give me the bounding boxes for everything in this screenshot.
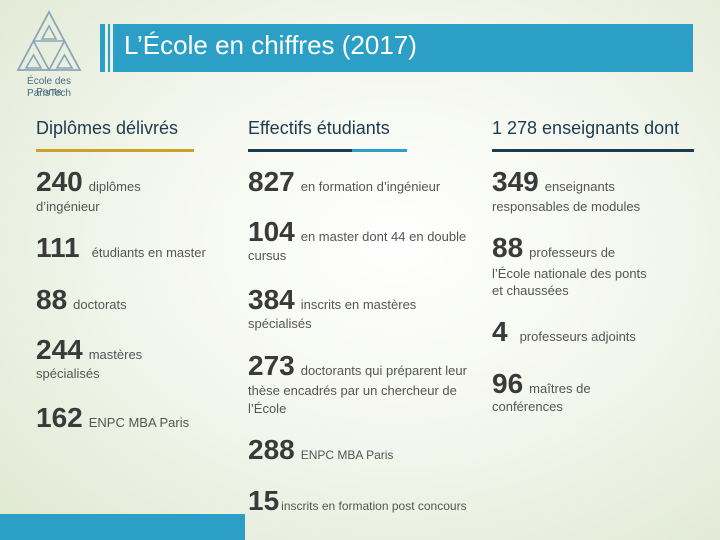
stat-text-continued: thèse encadrés par un chercheur de bbox=[248, 383, 457, 398]
column-heading-diplomes: Diplômes délivrés bbox=[36, 118, 179, 138]
stat-text: professeurs adjoints bbox=[519, 329, 636, 344]
stat-number: 88 bbox=[492, 232, 524, 263]
stat-entry: 244 mastères bbox=[36, 334, 142, 366]
stat-number: 288 bbox=[248, 434, 295, 465]
logo-text-line1: École des Ponts bbox=[27, 76, 71, 98]
stat-number: 15 bbox=[248, 485, 280, 516]
stat-entry: 827 en formation d’ingénieur bbox=[248, 166, 440, 198]
stat-number: 111 bbox=[36, 232, 80, 263]
stat-text: ENPC MBA Paris bbox=[300, 448, 394, 462]
stat-text-continued: spécialisés bbox=[248, 316, 312, 331]
stat-entry: 240 diplômes bbox=[36, 166, 141, 198]
column-heading-enseignants: 1 278 enseignants dont bbox=[492, 118, 680, 138]
stat-text: inscrits en mastères bbox=[300, 297, 417, 312]
stat-text-continued: spécialisés bbox=[36, 366, 100, 381]
stat-entry: 88 doctorats bbox=[36, 284, 127, 316]
stat-text: ENPC MBA Paris bbox=[88, 415, 190, 430]
stat-text-continued: l’École nationale des ponts bbox=[492, 266, 647, 281]
stat-number: 349 bbox=[492, 166, 539, 197]
stat-number: 240 bbox=[36, 166, 83, 197]
stat-number: 827 bbox=[248, 166, 295, 197]
stat-number: 384 bbox=[248, 284, 295, 315]
stat-text-continued: et chaussées bbox=[492, 283, 569, 298]
column-underline bbox=[248, 149, 352, 152]
column-underline-accent bbox=[352, 149, 407, 152]
stat-text-continued: cursus bbox=[248, 248, 287, 263]
stat-entry: 111 étudiants en master bbox=[36, 232, 206, 264]
stat-text-continued: d’ingénieur bbox=[36, 199, 100, 214]
stat-text: maîtres de bbox=[529, 381, 591, 396]
column-heading-effectifs: Effectifs étudiants bbox=[248, 118, 390, 138]
stat-number: 88 bbox=[36, 284, 68, 315]
stat-number: 96 bbox=[492, 368, 524, 399]
stat-text: inscrits en formation post concours bbox=[281, 499, 467, 513]
stat-number: 104 bbox=[248, 216, 295, 247]
logo-text-line2: ParisTech bbox=[27, 88, 71, 99]
stat-entry: 96 maîtres de bbox=[492, 368, 591, 400]
stat-text: doctorats bbox=[73, 297, 127, 312]
column-underline bbox=[36, 149, 194, 152]
stat-text-continued: responsables de modules bbox=[492, 199, 641, 214]
stat-number: 244 bbox=[36, 334, 83, 365]
stat-entry: 349 enseignants bbox=[492, 166, 615, 198]
pyramid-logo-icon bbox=[16, 10, 82, 71]
stat-text: diplômes bbox=[88, 179, 141, 194]
stat-number: 162 bbox=[36, 402, 83, 433]
stat-text: professeurs de bbox=[529, 245, 616, 260]
stat-text: étudiants en master bbox=[91, 245, 206, 260]
stat-text: en master dont 44 en double bbox=[300, 229, 467, 244]
title-banner bbox=[113, 24, 693, 72]
stat-entry: 273 doctorants qui préparent leur bbox=[248, 350, 467, 382]
stat-entry: 288 ENPC MBA Paris bbox=[248, 434, 393, 466]
stat-entry: 4 professeurs adjoints bbox=[492, 316, 636, 348]
stat-text: mastères bbox=[88, 347, 143, 362]
stat-text: enseignants bbox=[544, 179, 615, 194]
stat-entry: 104 en master dont 44 en double bbox=[248, 216, 466, 248]
stat-number: 4 bbox=[492, 316, 508, 347]
stat-number: 273 bbox=[248, 350, 295, 381]
school-logo: École des Ponts ParisTech bbox=[14, 8, 84, 99]
stat-text-continued: conférences bbox=[492, 399, 563, 414]
stat-entry: 15 inscrits en formation post concours bbox=[248, 485, 467, 517]
stat-entry: 162 ENPC MBA Paris bbox=[36, 402, 189, 434]
stat-text: en formation d’ingénieur bbox=[300, 179, 441, 194]
column-underline bbox=[492, 149, 694, 152]
footer-accent-stripe bbox=[0, 514, 245, 540]
stat-entry: 384 inscrits en mastères bbox=[248, 284, 416, 316]
stat-text: doctorants qui préparent leur bbox=[300, 363, 467, 378]
stat-entry: 88 professeurs de bbox=[492, 232, 615, 264]
page-title: L’École en chiffres (2017) bbox=[124, 30, 417, 60]
stat-text-continued: l’École bbox=[248, 401, 287, 416]
